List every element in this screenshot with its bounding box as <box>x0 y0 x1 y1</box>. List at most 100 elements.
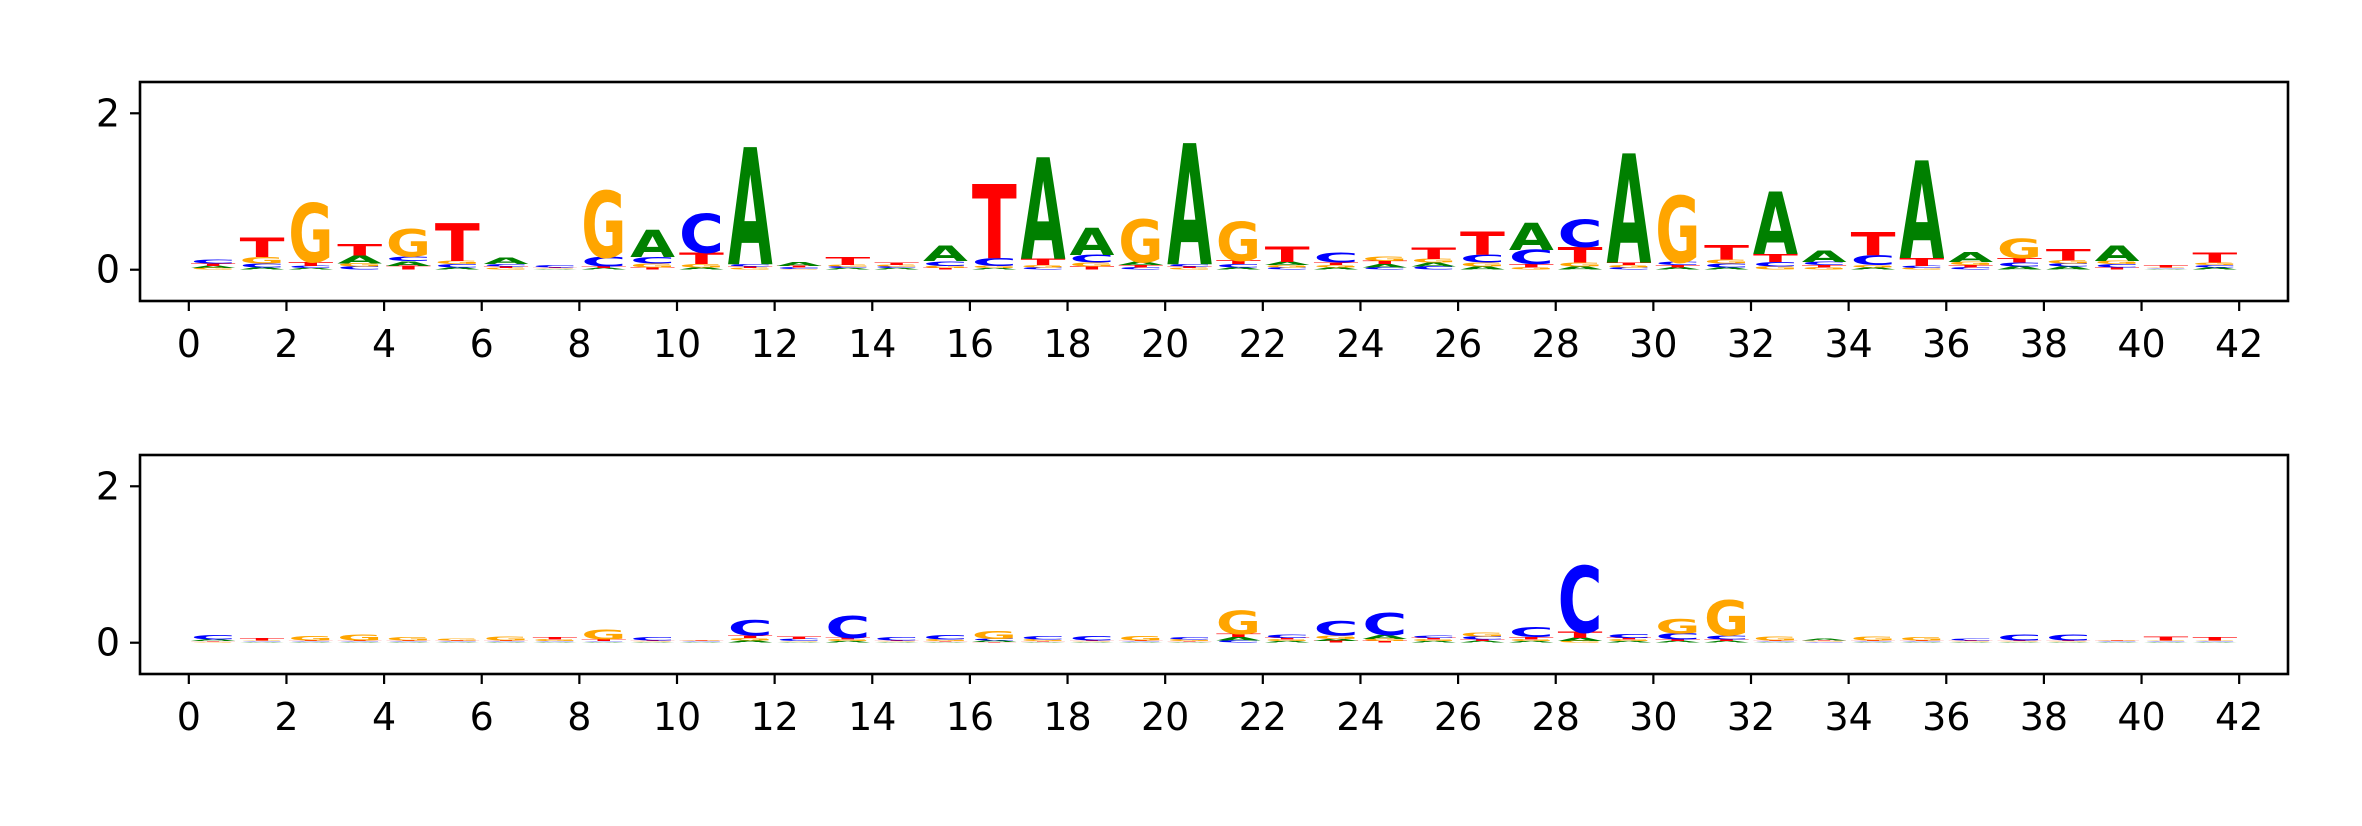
logo-letter-c: C <box>923 634 968 641</box>
logo-letter-g: G <box>728 268 773 270</box>
x-tick-label: 4 <box>372 695 396 739</box>
logo-letter-a: A <box>1802 247 1847 266</box>
logo-letter-a: A <box>630 223 675 267</box>
logo-letter-c: C <box>1021 636 1066 641</box>
logo-letter-t: T <box>874 262 919 266</box>
x-tick-label: 26 <box>1434 322 1482 366</box>
logo-letter-c: C <box>2143 641 2188 642</box>
logo-letter-t: T <box>435 213 480 273</box>
logo-letter-g: G <box>191 642 236 643</box>
logo-letter-c: C <box>1509 246 1554 269</box>
logo-letter-t: T <box>386 265 431 271</box>
x-tick-label: 36 <box>1922 322 1970 366</box>
logo-letter-t: T <box>288 640 333 641</box>
x-tick-label: 14 <box>848 695 896 739</box>
logo-letter-g: G <box>1655 615 1700 638</box>
logo-letter-g: G <box>728 637 773 641</box>
logo-letter-a: A <box>1460 641 1505 644</box>
logo-letter-g: G <box>1314 264 1359 268</box>
logo-letter-c: C <box>874 637 919 642</box>
logo-letter-a: A <box>1997 266 2042 271</box>
logo-letter-t: T <box>728 266 773 268</box>
logo-letter-g: G <box>2192 640 2237 641</box>
logo-letter-a: A <box>1362 634 1407 640</box>
logo-letter-a: A <box>337 642 382 643</box>
logo-letter-c: C <box>825 611 870 646</box>
logo-letter-g: G <box>1606 264 1651 268</box>
logo-letter-t: T <box>484 640 529 641</box>
logo-letter-c: C <box>484 641 529 642</box>
logo-letter-t: T <box>2143 264 2188 268</box>
logo-letter-a: A <box>825 268 870 271</box>
logo-letter-c: C <box>1606 267 1651 271</box>
logo-letter-c: C <box>386 255 431 262</box>
logo-letter-t: T <box>581 639 626 641</box>
logo-letter-c: C <box>435 641 480 642</box>
logo-letter-c: C <box>1802 642 1847 643</box>
logo-letter-g: G <box>972 265 1017 269</box>
y-tick-label: 0 <box>96 248 120 292</box>
logo-letter-a: A <box>2095 642 2140 643</box>
logo-letter-g: G <box>972 629 1017 642</box>
logo-letter-t: T <box>1362 641 1407 643</box>
logo-letter-c: C <box>1021 267 1066 271</box>
logo-letter-c: C <box>2046 634 2091 643</box>
logo-letter-t: T <box>337 241 382 259</box>
x-tick-label: 32 <box>1727 695 1775 739</box>
logo-letter-a: A <box>777 642 822 643</box>
logo-letter-t: T <box>1704 639 1749 641</box>
logo-letter-t: T <box>288 261 333 267</box>
logo-letter-g: G <box>1265 639 1310 641</box>
logo-letter-t: T <box>1558 243 1604 268</box>
logo-letter-a: A <box>1948 642 1993 643</box>
logo-letter-t: T <box>1802 264 1847 268</box>
logo-letter-g: G <box>386 637 431 642</box>
logo-letter-g: G <box>630 263 675 269</box>
logo-letter-c: C <box>1558 548 1603 654</box>
x-tick-label: 10 <box>653 695 701 739</box>
logo-letter-t: T <box>1558 630 1603 640</box>
logo-letter-c: C <box>240 641 285 642</box>
logo-letter-c: C <box>2095 641 2140 642</box>
logo-letter-c: C <box>1851 253 1896 268</box>
logo-letter-g: G <box>679 640 724 641</box>
logo-letter-t: T <box>2143 636 2188 642</box>
logo-letter-t: T <box>1753 252 1798 264</box>
logo-letter-t: T <box>435 640 480 641</box>
logo-letter-g: G <box>874 265 919 267</box>
logo-letter-a: A <box>1265 641 1310 644</box>
logo-letter-a: A <box>2143 269 2188 270</box>
logo-letter-a: A <box>874 268 919 271</box>
logo-letter-c: C <box>581 641 626 642</box>
logo-letter-c: C <box>1314 618 1359 641</box>
logo-letter-a: A <box>1069 220 1114 264</box>
logo-letter-t: T <box>2046 640 2091 641</box>
logo-letter-a: A <box>532 269 577 270</box>
logo-letter-a: A <box>1021 642 1066 643</box>
logo-letter-g: G <box>1997 641 2042 642</box>
logo-letter-g: G <box>1948 261 1993 266</box>
logo-letter-g: G <box>1362 638 1407 642</box>
logo-letter-a: A <box>777 261 822 267</box>
logo-letter-c: C <box>777 267 822 269</box>
x-tick-label: 34 <box>1824 695 1872 739</box>
logo-letter-g: G <box>2046 641 2091 642</box>
x-tick-label: 30 <box>1629 322 1677 366</box>
logo-letter-c: C <box>972 638 1017 640</box>
logo-letter-t: T <box>1899 256 1944 268</box>
logo-letter-c: C <box>1704 263 1749 269</box>
logo-letter-c: C <box>2192 264 2237 268</box>
logo-letter-g: G <box>1851 636 1896 642</box>
logo-letter-a: A <box>288 268 333 271</box>
logo-letter-a: A <box>191 265 236 269</box>
y-tick-label: 2 <box>96 464 120 508</box>
logo-letter-c: C <box>581 255 626 270</box>
logo-letter-a: A <box>1314 267 1359 271</box>
logo-letter-t: T <box>1509 264 1554 269</box>
logo-letter-c: C <box>728 616 773 641</box>
logo-letter-c: C <box>1216 264 1261 269</box>
logo-letter-t: T <box>1655 639 1700 641</box>
logo-letter-t: T <box>1460 226 1506 263</box>
x-tick-label: 38 <box>2020 322 2068 366</box>
